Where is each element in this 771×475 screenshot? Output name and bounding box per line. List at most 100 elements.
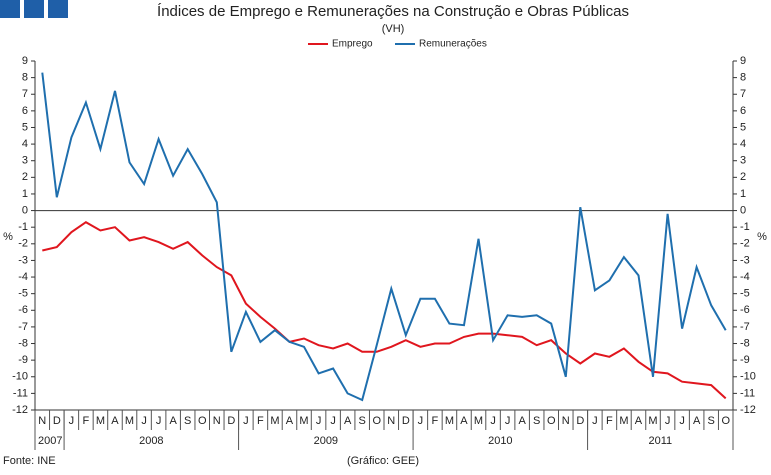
logo-square [24,0,44,18]
y-tick-label: 0 [22,204,28,216]
y-tick-label: -12 [12,404,28,416]
y2-tick-label: 8 [740,72,746,84]
y-tick-label: 2 [22,171,28,183]
y2-tick-label: -3 [740,254,750,266]
source: Fonte: INE [3,455,56,467]
x-tick-label: D [227,415,235,427]
year-label: 2010 [488,435,512,447]
legend-label: Emprego [332,39,373,50]
year-label: 2008 [139,435,163,447]
y2-tick-label: -4 [740,271,750,283]
x-tick-label: M [445,415,454,427]
y-tick-label: 9 [22,55,28,67]
x-tick-label: J [490,415,496,427]
y2-tick-label: -12 [740,404,756,416]
y-tick-label: 3 [22,155,28,167]
x-tick-label: S [708,415,715,427]
year-label: 2011 [648,435,672,447]
x-tick-label: J [330,415,336,427]
y2-tick-label: -9 [740,354,750,366]
y-tick-label: -11 [13,387,28,399]
x-tick-label: A [344,415,352,427]
y2-tick-label: -2 [740,238,750,250]
x-tick-label: F [257,415,264,427]
y2-tick-label: 1 [740,188,746,200]
x-tick-label: J [243,415,249,427]
x-tick-label: J [316,415,322,427]
x-tick-label: F [432,415,439,427]
y-tick-label: 5 [22,121,28,133]
x-tick-label: O [547,415,556,427]
logo-square [48,0,68,18]
x-tick-label: A [286,415,294,427]
x-tick-label: J [69,415,75,427]
x-tick-label: F [83,415,90,427]
legend-label: Remunerações [419,39,487,50]
y-tick-label: -4 [18,271,28,283]
x-tick-label: N [387,415,395,427]
chart-title: Índices de Emprego e Remunerações na Con… [157,3,629,20]
y-tick-label: 6 [22,105,28,117]
y-tick-label: 8 [22,72,28,84]
y2-axis-label: % [757,231,767,243]
y-tick-label: -3 [18,254,28,266]
y-tick-label: -10 [12,371,28,383]
logo-square [0,0,20,18]
x-tick-label: D [402,415,410,427]
y2-tick-label: 6 [740,105,746,117]
y-tick-label: -7 [18,321,28,333]
x-tick-label: O [721,415,730,427]
x-tick-label: M [96,415,105,427]
y2-tick-label: 0 [740,204,746,216]
x-tick-label: J [679,415,685,427]
x-tick-label: D [53,415,61,427]
x-tick-label: O [198,415,207,427]
x-tick-label: S [184,415,191,427]
credit: (Gráfico: GEE) [347,455,419,467]
x-tick-label: A [169,415,177,427]
x-tick-label: N [38,415,46,427]
x-tick-label: J [665,415,671,427]
y-tick-label: -9 [18,354,28,366]
x-tick-label: J [418,415,424,427]
x-tick-label: M [270,415,279,427]
x-tick-label: M [474,415,483,427]
x-tick-label: A [518,415,526,427]
y2-tick-label: -1 [740,221,750,233]
x-tick-label: A [693,415,701,427]
year-label: 2007 [38,435,62,447]
x-tick-label: J [505,415,511,427]
y2-tick-label: 5 [740,121,746,133]
y-axis-label: % [3,231,13,243]
x-tick-label: J [141,415,147,427]
x-tick-label: S [359,415,366,427]
y2-tick-label: -11 [740,387,755,399]
x-tick-label: O [372,415,381,427]
chart-subtitle: (VH) [382,23,405,35]
x-tick-label: D [576,415,584,427]
x-tick-label: M [648,415,657,427]
y2-tick-label: -8 [740,337,750,349]
y-tick-label: 1 [22,188,28,200]
x-tick-label: S [533,415,540,427]
x-tick-label: M [299,415,308,427]
x-tick-label: M [125,415,134,427]
y-tick-label: -6 [18,304,28,316]
y2-tick-label: -10 [740,371,756,383]
x-tick-label: N [213,415,221,427]
y2-tick-label: 7 [740,88,746,100]
y-tick-label: -5 [18,288,28,300]
x-tick-label: A [635,415,643,427]
x-tick-label: J [592,415,598,427]
y-tick-label: -8 [18,337,28,349]
y-tick-label: -1 [18,221,28,233]
x-tick-label: A [460,415,468,427]
x-tick-label: F [606,415,613,427]
y2-tick-label: -7 [740,321,750,333]
y2-tick-label: 9 [740,55,746,67]
x-tick-label: J [156,415,162,427]
y-tick-label: -2 [18,238,28,250]
y2-tick-label: -5 [740,288,750,300]
series-line [41,72,727,402]
